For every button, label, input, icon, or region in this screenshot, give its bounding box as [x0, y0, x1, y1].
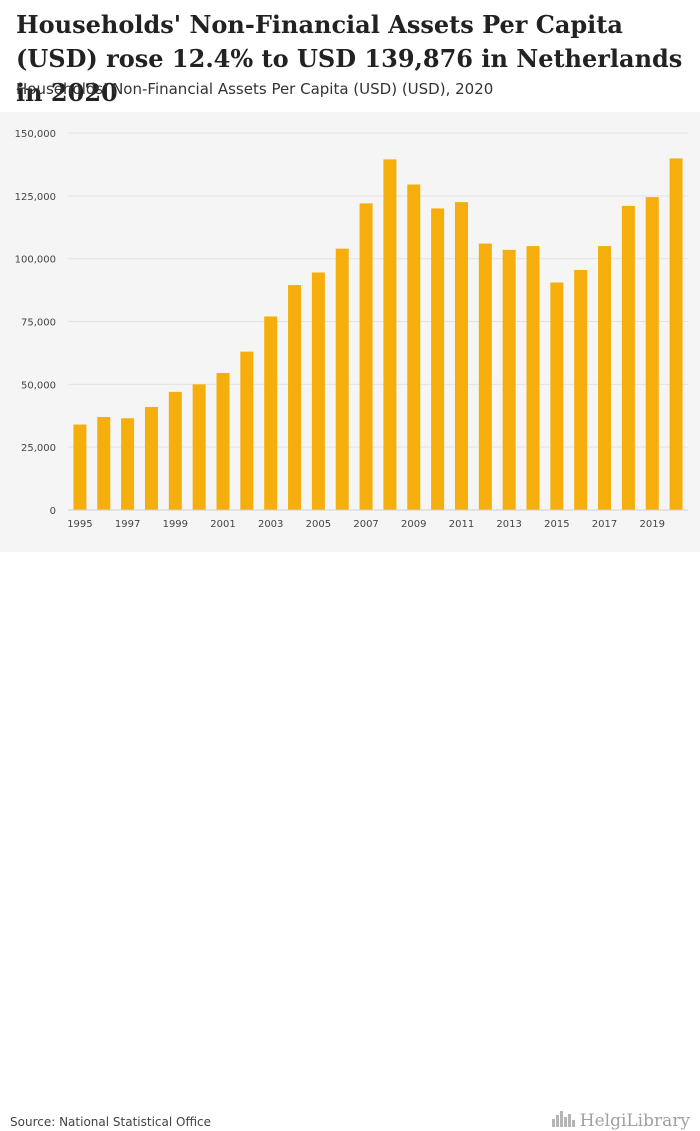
- x-tick-label: 2007: [353, 519, 378, 530]
- chart-title: Households' Non-Financial Assets Per Cap…: [16, 10, 683, 107]
- bar: [478, 243, 492, 510]
- x-tick-label: 1999: [163, 519, 188, 530]
- bar: [73, 424, 87, 510]
- bar: [574, 269, 588, 510]
- x-tick-label: 2001: [210, 519, 235, 530]
- bar: [359, 203, 373, 510]
- bar-chart: 0 25,000 50,000 75,000 100,000 125,000 150,000…: [15, 129, 688, 530]
- x-tick-label: 1997: [115, 519, 140, 530]
- bar: [621, 205, 635, 510]
- bar: [311, 272, 325, 510]
- bar: [240, 351, 254, 510]
- bar: [121, 418, 135, 510]
- bar: [454, 202, 468, 510]
- y-tick-label: 125,000: [15, 192, 56, 203]
- header: Households' Non-Financial Assets Per Cap…: [0, 0, 700, 112]
- bar: [216, 373, 230, 510]
- x-tick-label: 2013: [496, 519, 521, 530]
- x-tick-label: 2009: [401, 519, 426, 530]
- bar: [550, 282, 564, 510]
- y-tick-label: 150,000: [15, 129, 56, 140]
- brand-name: HelgiLibrary: [579, 1111, 690, 1131]
- bar: [288, 285, 302, 510]
- bar: [669, 158, 683, 510]
- bar: [526, 246, 540, 510]
- x-tick-label: 2003: [258, 519, 283, 530]
- x-tick-label: 2011: [449, 519, 474, 530]
- bar: [407, 184, 421, 511]
- bar: [645, 197, 659, 510]
- y-tick-label: 100,000: [15, 255, 56, 266]
- chart-subtitle: Households' Non-Financial Assets Per Cap…: [16, 80, 494, 98]
- y-tick-label: 25,000: [21, 443, 56, 454]
- bar: [502, 249, 516, 510]
- source-note: Source: National Statistical Office: [10, 1115, 212, 1129]
- x-tick-label: 2015: [544, 519, 569, 530]
- x-tick-label: 2005: [306, 519, 331, 530]
- brand-logo[interactable]: HelgiLibrary: [551, 1111, 690, 1131]
- y-tick-label: 75,000: [21, 318, 56, 329]
- bars: [73, 158, 683, 511]
- bar: [431, 208, 445, 510]
- bar: [97, 417, 111, 510]
- y-axis-labels: 0 25,000 50,000 75,000 100,000 125,000 150,000: [15, 129, 56, 517]
- x-tick-label: 1995: [67, 519, 92, 530]
- footer: Source: National Statistical Office Helg…: [0, 552, 700, 1131]
- city-skyline-icon: [551, 1111, 576, 1131]
- y-tick-label: 50,000: [21, 380, 56, 391]
- gridlines: [68, 132, 688, 448]
- y-tick-label: 0: [50, 506, 56, 517]
- bar: [168, 391, 182, 510]
- x-tick-label: 2019: [640, 519, 665, 530]
- x-axis-labels: 1995 1997 1999 2001 2003 2005 2007 2009 2011 2013…: [67, 519, 665, 530]
- bar: [383, 159, 397, 510]
- bar: [598, 246, 612, 510]
- bar: [192, 384, 206, 510]
- bar: [335, 248, 349, 510]
- bar: [144, 406, 158, 510]
- bar: [264, 316, 278, 510]
- x-tick-label: 2017: [592, 519, 617, 530]
